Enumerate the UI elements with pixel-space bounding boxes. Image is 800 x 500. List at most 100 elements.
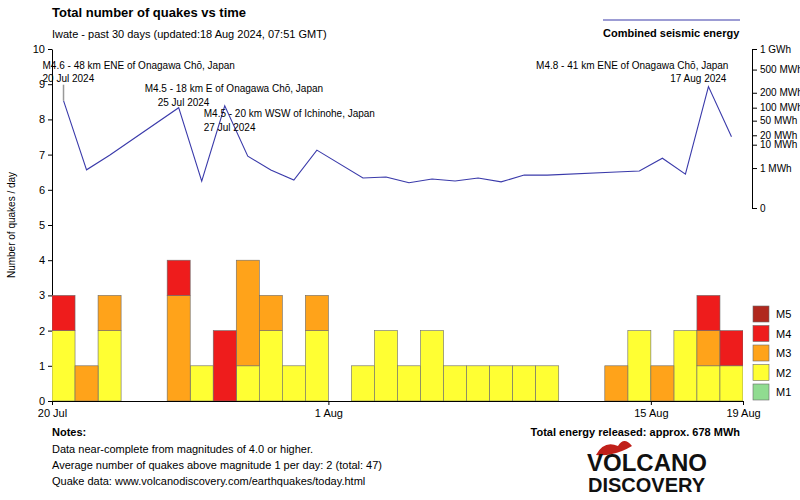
bar — [259, 295, 282, 296]
bar — [75, 365, 98, 366]
bar — [144, 401, 167, 402]
x-axis: 20 Jul1 Aug15 Aug19 Aug — [38, 401, 761, 419]
bar — [444, 365, 467, 366]
y-tick-mark — [48, 401, 52, 402]
bar — [490, 365, 513, 366]
bar — [628, 330, 651, 331]
y-tick: 0 — [39, 395, 52, 407]
bar — [259, 295, 282, 330]
bar — [144, 401, 167, 402]
bar — [374, 330, 397, 331]
bar — [52, 331, 75, 401]
bar — [559, 401, 582, 402]
bar — [259, 295, 282, 296]
annotation-date: 17 Aug 2024 — [670, 73, 727, 84]
y-tick: 1 — [39, 360, 52, 372]
y2-tick-mark — [752, 108, 757, 109]
bar — [190, 365, 213, 366]
bar — [513, 366, 536, 401]
bar — [444, 365, 467, 366]
bar — [305, 295, 328, 330]
bar — [720, 331, 743, 366]
y-tick-label: 10 — [33, 43, 45, 55]
y-tick-mark — [48, 366, 52, 367]
bar — [75, 365, 98, 366]
bar — [351, 365, 374, 366]
legend-swatch — [753, 365, 769, 381]
y-tick: 4 — [39, 254, 52, 266]
bar — [605, 366, 628, 401]
title: Total number of quakes vs time — [52, 5, 246, 20]
bar — [144, 401, 167, 402]
bar — [559, 401, 582, 402]
bar — [674, 330, 697, 331]
bar — [305, 295, 328, 296]
bar — [52, 295, 75, 296]
plot-area — [52, 87, 743, 401]
logo-text: VOLCANO — [587, 449, 707, 476]
x-tick-mark — [743, 401, 744, 405]
bar — [98, 295, 121, 330]
x-tick-label: 20 Jul — [38, 407, 67, 419]
bar — [121, 401, 144, 402]
bar — [582, 401, 605, 402]
legend-swatch — [753, 326, 769, 342]
y-axis-title: Number of quakes / day — [6, 172, 17, 278]
bar — [467, 365, 490, 366]
bar — [351, 366, 374, 401]
y-tick: 6 — [39, 184, 52, 196]
y2-tick-mark — [752, 208, 757, 209]
bar — [259, 331, 282, 401]
bar — [536, 366, 559, 401]
annotation-text: M4.6 - 48 km ENE of Onagawa Chō, Japan — [43, 60, 235, 71]
bar — [651, 365, 674, 366]
annotation-date: 25 Jul 2024 — [158, 97, 210, 108]
bar — [421, 330, 444, 331]
bar — [121, 401, 144, 402]
bar — [398, 365, 421, 366]
notes-line: Data near-complete from magnitudes of 4.… — [52, 443, 313, 455]
bar — [236, 366, 259, 401]
y2-tick-mark — [752, 49, 757, 50]
legend-line — [603, 19, 740, 20]
bar — [628, 331, 651, 401]
total-energy: Total energy released: approx. 678 MWh — [531, 426, 741, 438]
bar — [398, 365, 421, 366]
y-tick-mark — [48, 295, 52, 296]
bar — [559, 401, 582, 402]
legend-swatch — [753, 384, 769, 400]
bar — [328, 401, 351, 402]
y-tick-mark — [48, 225, 52, 226]
y-tick-mark — [48, 84, 52, 85]
notes-line: Average number of quakes above magnitude… — [52, 459, 382, 471]
y-tick: 3 — [39, 289, 52, 301]
bar — [328, 401, 351, 402]
bar — [697, 366, 720, 401]
legend-label: M4 — [776, 328, 791, 340]
y-tick-label: 6 — [39, 184, 45, 196]
bar — [98, 295, 121, 296]
bar — [582, 401, 605, 402]
bar — [467, 365, 490, 366]
y-tick-label: 5 — [39, 219, 45, 231]
bar — [213, 331, 236, 401]
y-tick-mark — [48, 119, 52, 120]
bar — [674, 331, 697, 401]
y-tick-label: 7 — [39, 149, 45, 161]
bar — [213, 330, 236, 331]
bar — [167, 295, 190, 401]
bar — [674, 330, 697, 331]
x-tick-mark — [651, 401, 652, 405]
x-tick-mark — [328, 401, 329, 405]
y-tick-label: 1 — [39, 360, 45, 372]
bar — [536, 365, 559, 366]
legend: M5M4M3M2M1 — [753, 306, 791, 400]
y-tick-label: 4 — [39, 254, 45, 266]
y-tick-label: 2 — [39, 325, 45, 337]
y2-tick-label: 10 MWh — [760, 139, 797, 150]
bar — [697, 295, 720, 296]
y2-axis: 01 MWh10 MWh20 MWh50 MWh100 MWh200 MWh50… — [752, 44, 800, 214]
bar — [697, 331, 720, 366]
bar — [121, 401, 144, 402]
y2-tick-mark — [752, 168, 757, 169]
